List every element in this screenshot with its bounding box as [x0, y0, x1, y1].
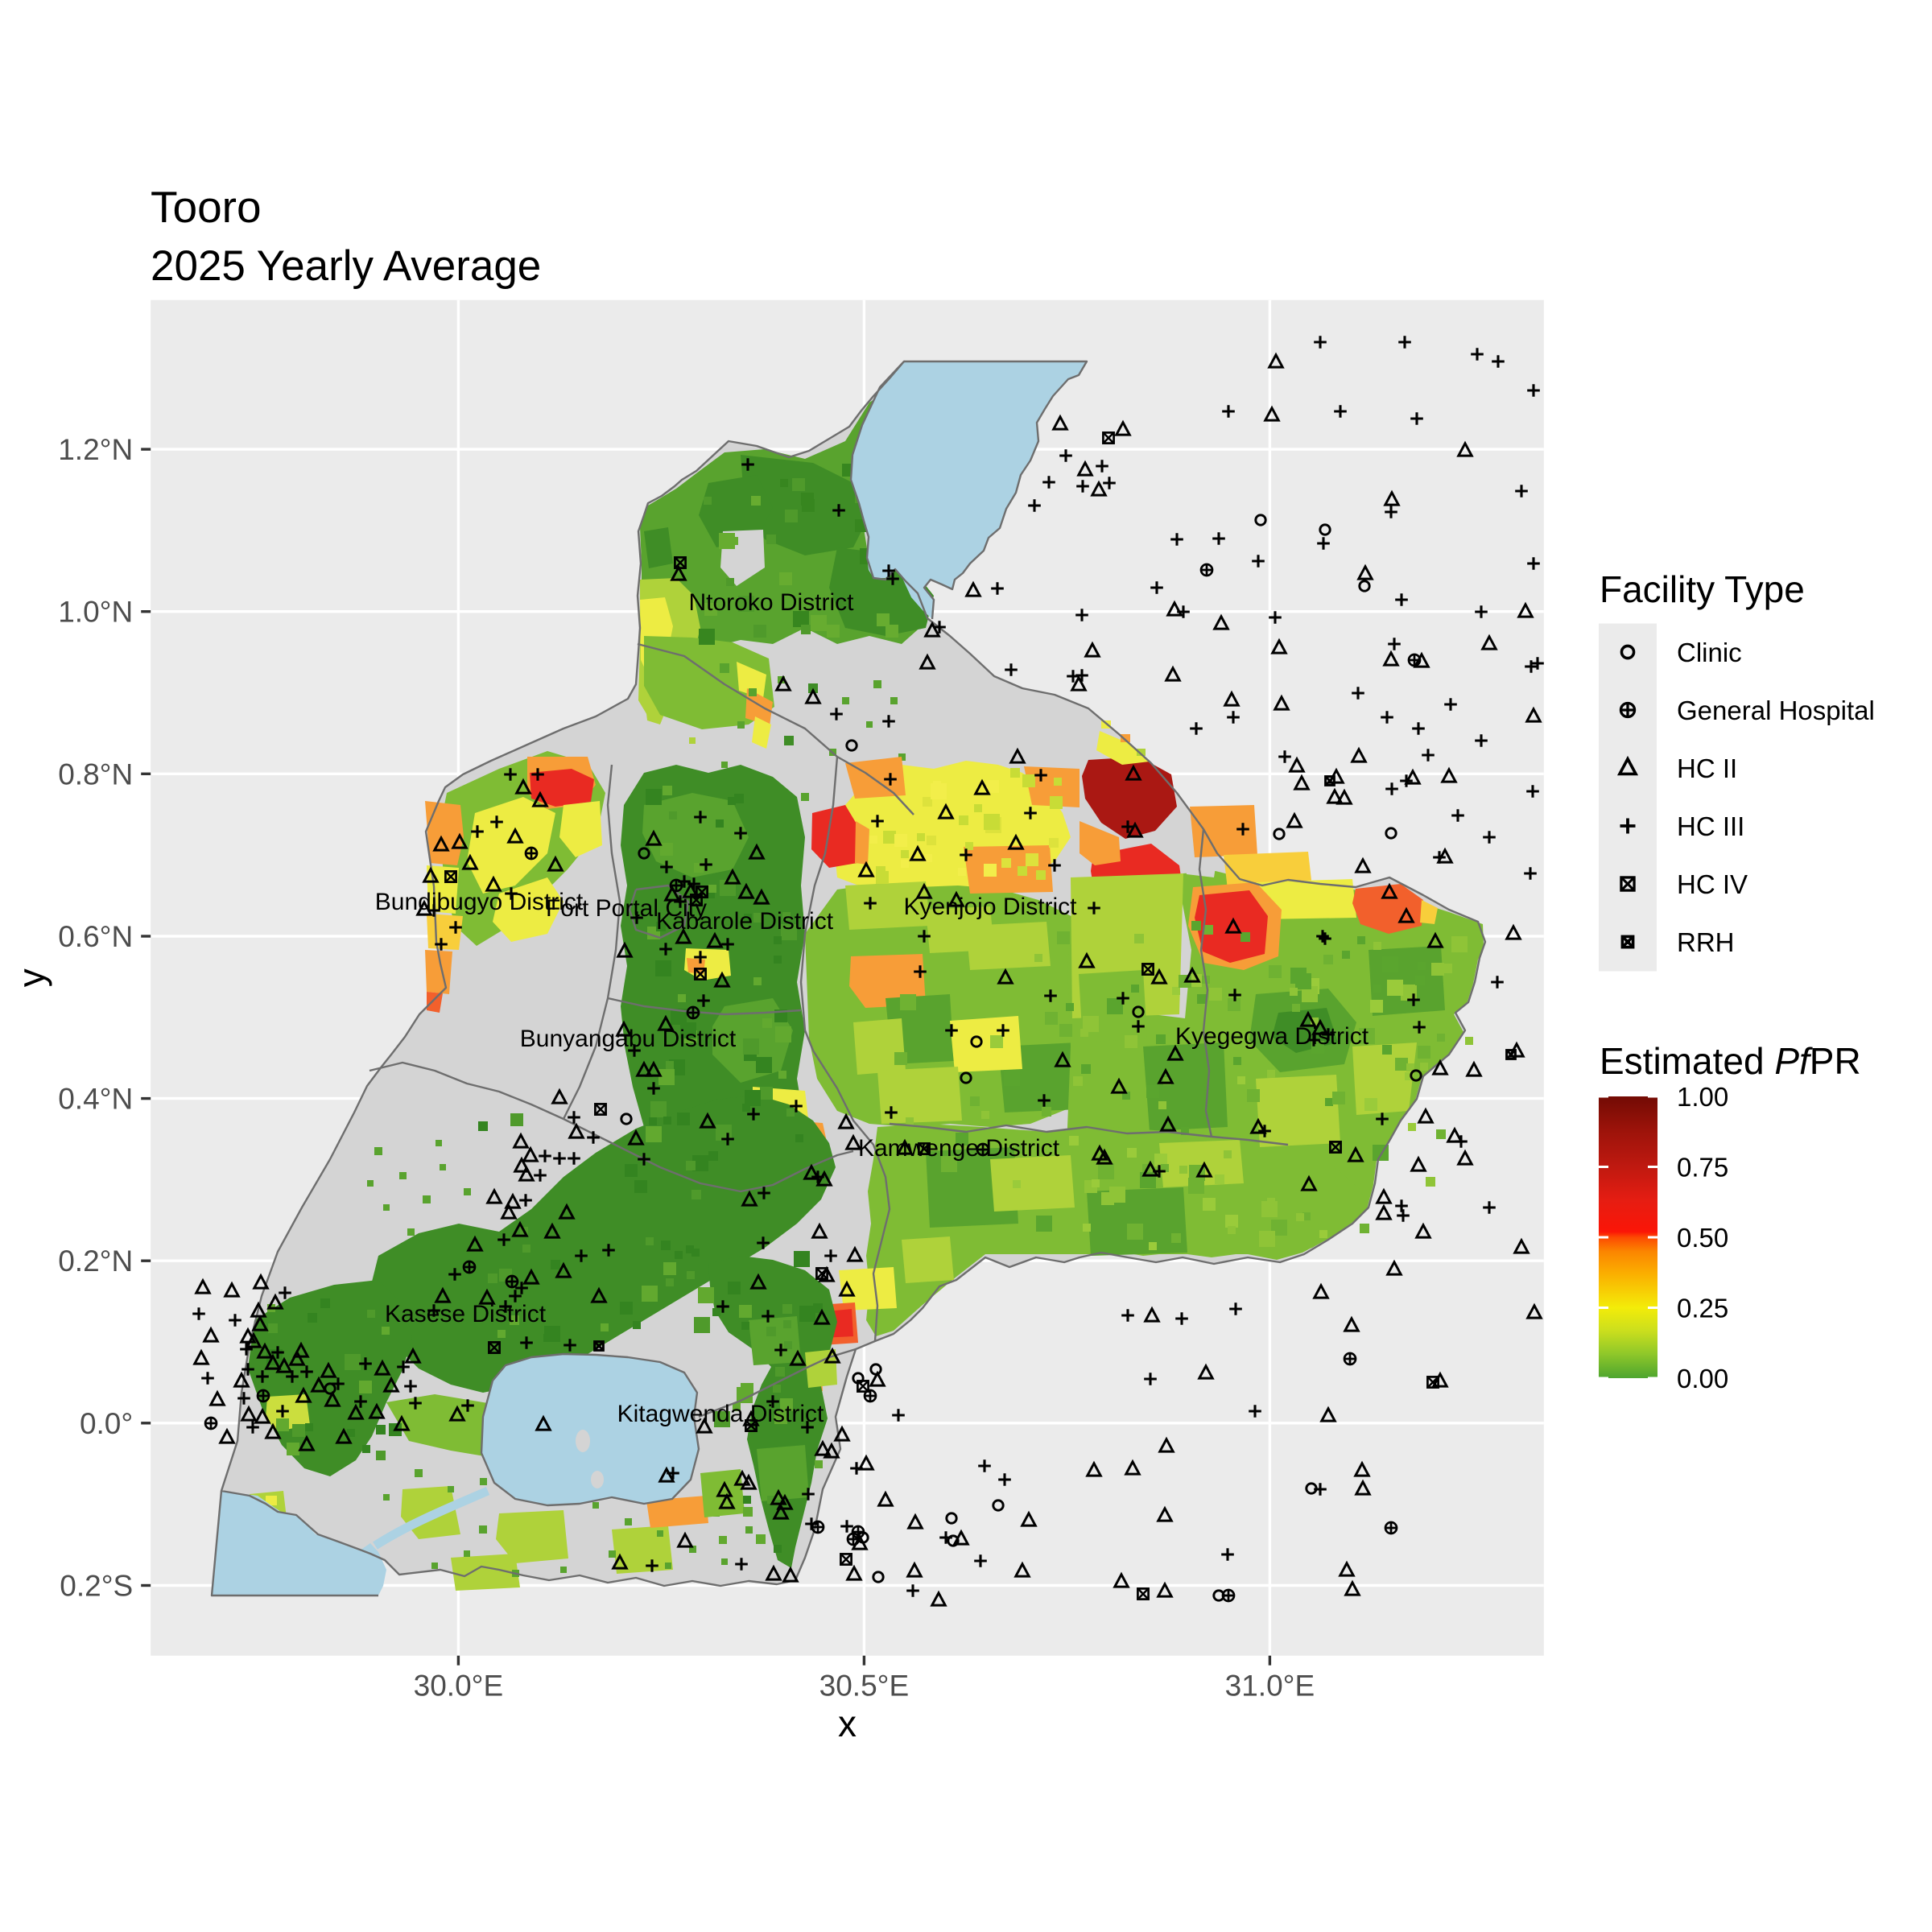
svg-text:0.25: 0.25 [1677, 1294, 1728, 1323]
svg-text:1.00: 1.00 [1677, 1082, 1728, 1112]
svg-text:Facility Type: Facility Type [1600, 568, 1805, 610]
svg-text:Kitagwenda District: Kitagwenda District [617, 1401, 824, 1427]
svg-text:HC IV: HC IV [1677, 869, 1748, 899]
svg-text:1.2°N: 1.2°N [58, 433, 133, 466]
svg-text:RRH: RRH [1677, 927, 1735, 957]
svg-text:2025 Yearly Average: 2025 Yearly Average [151, 242, 541, 290]
svg-text:30.0°E: 30.0°E [414, 1670, 504, 1703]
svg-text:General Hospital: General Hospital [1677, 696, 1875, 725]
svg-text:31.0°E: 31.0°E [1225, 1670, 1315, 1703]
svg-text:0.50: 0.50 [1677, 1223, 1728, 1253]
svg-text:Kabarole District: Kabarole District [656, 908, 834, 935]
svg-text:Kyenjojo District: Kyenjojo District [903, 894, 1077, 920]
svg-text:0.6°N: 0.6°N [58, 920, 133, 953]
svg-text:Clinic: Clinic [1677, 638, 1742, 667]
svg-text:HC III: HC III [1677, 811, 1744, 841]
svg-text:0.4°N: 0.4°N [58, 1083, 133, 1116]
svg-text:Fort Portal City: Fort Portal City [546, 895, 707, 922]
svg-text:HC II: HC II [1677, 753, 1737, 783]
svg-text:x: x [838, 1703, 857, 1744]
svg-text:0.0°: 0.0° [80, 1407, 133, 1440]
svg-text:Kamwenge District: Kamwenge District [858, 1135, 1060, 1162]
svg-text:0.00: 0.00 [1677, 1364, 1728, 1393]
svg-text:0.8°N: 0.8°N [58, 758, 133, 791]
svg-text:Bunyangabu District: Bunyangabu District [520, 1026, 737, 1052]
svg-text:Kasese District: Kasese District [385, 1301, 547, 1327]
svg-text:Bundibugyo District: Bundibugyo District [375, 889, 584, 915]
svg-text:1.0°N: 1.0°N [58, 596, 133, 629]
svg-text:Tooro: Tooro [151, 182, 262, 232]
svg-text:0.75: 0.75 [1677, 1153, 1728, 1183]
svg-text:0.2°S: 0.2°S [60, 1570, 133, 1603]
svg-text:Kyegegwa District: Kyegegwa District [1175, 1023, 1369, 1050]
svg-text:Estimated PfPR: Estimated PfPR [1600, 1040, 1861, 1082]
svg-text:y: y [10, 968, 52, 987]
svg-text:0.2°N: 0.2°N [58, 1245, 133, 1278]
svg-text:Ntoroko District: Ntoroko District [688, 589, 854, 616]
svg-text:30.5°E: 30.5°E [819, 1670, 910, 1703]
